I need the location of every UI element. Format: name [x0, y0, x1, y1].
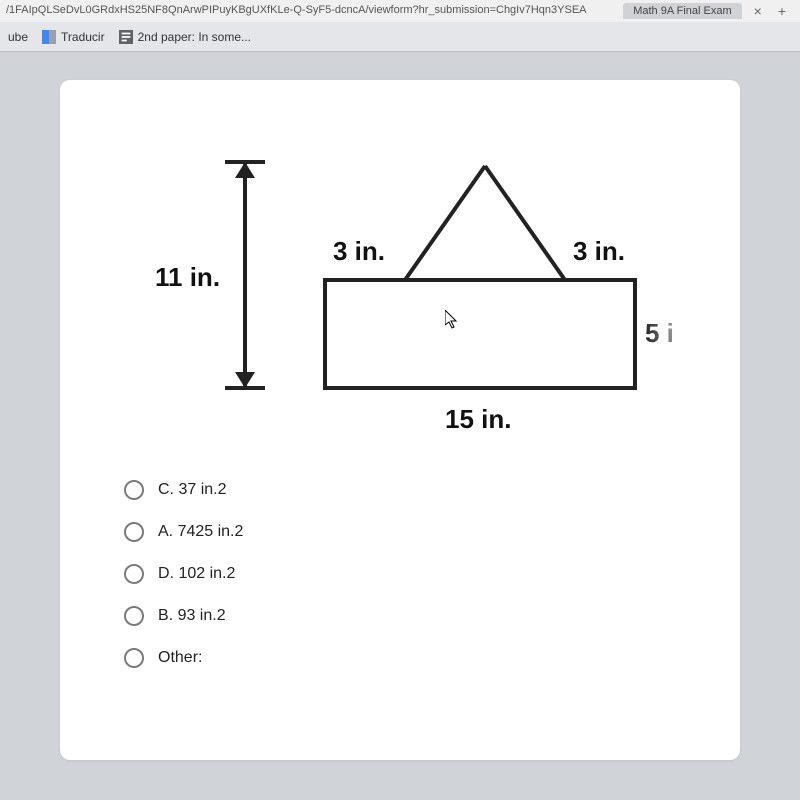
radio-icon[interactable]	[124, 564, 144, 584]
tab-strip: Math 9A Final Exam × +	[623, 0, 790, 22]
translate-icon	[42, 30, 56, 44]
bookmark-item-traducir[interactable]: Traducir	[42, 30, 105, 44]
radio-icon[interactable]	[124, 522, 144, 542]
option-b[interactable]: B. 93 in.2	[124, 606, 690, 626]
option-label: D. 102 in.2	[158, 565, 235, 583]
rect-height-label: 5 in.	[645, 318, 675, 348]
close-icon[interactable]: ×	[750, 3, 766, 19]
bookmark-bar: ube Traducir 2nd paper: In some...	[0, 22, 800, 52]
option-other[interactable]: Other:	[124, 648, 690, 668]
triangle-left-label: 3 in.	[333, 236, 385, 266]
option-c[interactable]: C. 37 in.2	[124, 480, 690, 500]
triangle-shape	[405, 166, 565, 280]
radio-icon[interactable]	[124, 648, 144, 668]
height-arrow	[225, 162, 265, 388]
browser-chrome: /1FAIpQLSeDvL0GRdxHS25NF8QnArwPIPuyKBgUX…	[0, 0, 800, 52]
rect-width-label: 15 in.	[445, 404, 511, 434]
bookmark-item-paper[interactable]: 2nd paper: In some...	[119, 30, 251, 44]
rectangle-shape	[325, 280, 635, 388]
option-label: B. 93 in.2	[158, 607, 226, 625]
geometry-figure: 11 in. 3 in. 3 in. 5 in. 15 in.	[135, 120, 675, 440]
question-card: 11 in. 3 in. 3 in. 5 in. 15 in. C. 37 in…	[60, 80, 740, 760]
radio-icon[interactable]	[124, 480, 144, 500]
height-label: 11 in.	[155, 262, 220, 292]
option-label: A. 7425 in.2	[158, 523, 243, 541]
bookmark-item-ube[interactable]: ube	[8, 30, 28, 44]
radio-icon[interactable]	[124, 606, 144, 626]
browser-tab[interactable]: Math 9A Final Exam	[623, 3, 741, 19]
option-a[interactable]: A. 7425 in.2	[124, 522, 690, 542]
bookmark-label: Traducir	[61, 30, 105, 44]
bookmark-label: 2nd paper: In some...	[138, 30, 251, 44]
option-label: Other:	[158, 649, 202, 667]
option-d[interactable]: D. 102 in.2	[124, 564, 690, 584]
plus-icon[interactable]: +	[774, 3, 790, 19]
document-icon	[119, 30, 133, 44]
page-background: 11 in. 3 in. 3 in. 5 in. 15 in. C. 37 in…	[0, 52, 800, 800]
answer-options: C. 37 in.2 A. 7425 in.2 D. 102 in.2 B. 9…	[124, 480, 690, 668]
triangle-right-label: 3 in.	[573, 236, 625, 266]
bookmark-label: ube	[8, 30, 28, 44]
option-label: C. 37 in.2	[158, 481, 226, 499]
